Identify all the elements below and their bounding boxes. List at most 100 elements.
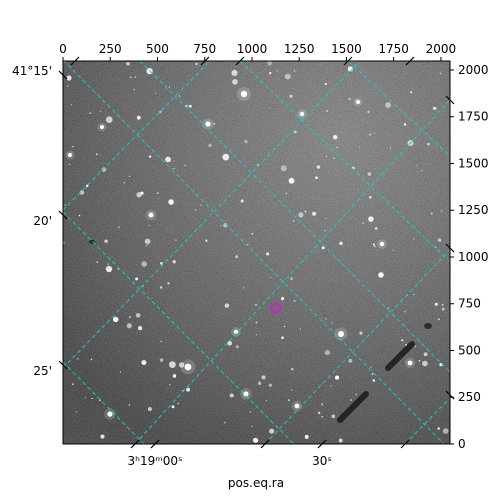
bright-star	[240, 90, 248, 98]
star	[148, 224, 150, 227]
star	[129, 316, 131, 318]
x-axis-title: pos.eq.ra	[228, 476, 284, 490]
star	[104, 239, 108, 243]
star	[367, 110, 370, 114]
star	[281, 297, 285, 301]
ra-tick-label: 3ʰ19ᵐ00ˢ	[128, 454, 183, 468]
star	[315, 176, 318, 180]
star	[254, 303, 258, 307]
star	[266, 252, 270, 256]
star	[77, 358, 79, 360]
star	[160, 262, 163, 265]
star	[177, 402, 180, 405]
star	[289, 94, 293, 98]
star	[324, 350, 330, 356]
star	[147, 406, 152, 412]
star	[325, 218, 327, 220]
star	[325, 109, 329, 113]
right-tick-label: 1250	[458, 203, 489, 217]
bright-star	[107, 411, 113, 417]
right-tick-label: 250	[458, 390, 481, 404]
star	[85, 397, 87, 399]
star	[325, 155, 328, 157]
star	[373, 132, 376, 134]
star	[251, 425, 253, 428]
star	[432, 106, 436, 110]
star	[437, 238, 442, 242]
bright-star	[184, 363, 192, 371]
grid-line	[404, 397, 450, 444]
star	[324, 229, 326, 232]
star	[441, 304, 444, 306]
star	[146, 244, 148, 247]
star	[168, 199, 174, 205]
star	[167, 282, 170, 285]
star	[321, 246, 325, 250]
star	[367, 172, 371, 176]
star	[172, 260, 176, 264]
top-tick-label: 750	[193, 42, 216, 56]
star	[438, 318, 440, 321]
star	[421, 169, 423, 172]
star	[410, 91, 413, 94]
star	[135, 312, 141, 318]
wcs-tick-mark	[58, 360, 68, 370]
grid-line	[139, 61, 450, 373]
star	[335, 375, 340, 380]
star	[321, 404, 323, 406]
bright-star	[294, 403, 300, 409]
star	[422, 360, 428, 367]
top-tick-label: 1250	[284, 42, 315, 56]
star	[165, 156, 171, 163]
right-tick-label: 1750	[458, 110, 489, 124]
star	[171, 405, 175, 409]
star	[70, 104, 72, 106]
star	[235, 345, 239, 349]
star	[144, 238, 151, 245]
star	[154, 92, 157, 94]
star	[255, 334, 257, 336]
star	[140, 191, 144, 195]
star	[105, 116, 113, 124]
star	[304, 210, 307, 213]
star	[232, 79, 238, 85]
top-tick-label: 500	[146, 42, 169, 56]
star	[96, 261, 99, 263]
star	[370, 366, 372, 368]
star	[293, 299, 296, 302]
coordinate-grid	[63, 61, 450, 444]
star	[372, 379, 376, 382]
right-tick-label: 2000	[458, 63, 489, 77]
star	[298, 212, 304, 218]
star	[418, 360, 421, 362]
star	[91, 397, 93, 400]
wcs-tick-mark	[130, 439, 140, 449]
star	[416, 164, 418, 166]
star	[288, 399, 290, 401]
wcs-tick-mark	[317, 439, 327, 449]
star	[141, 261, 148, 267]
star	[368, 216, 374, 222]
star	[269, 72, 272, 75]
dec-tick-label: 25'	[33, 364, 52, 378]
star	[369, 133, 372, 136]
star	[184, 164, 186, 167]
star	[290, 277, 293, 281]
star	[175, 239, 177, 241]
top-tick-label: 250	[99, 42, 122, 56]
star	[285, 192, 288, 195]
star	[387, 307, 389, 309]
bright-star	[205, 121, 211, 127]
star	[222, 153, 230, 161]
star-field	[63, 61, 449, 443]
satellite-streaks	[89, 240, 432, 423]
star	[348, 97, 351, 101]
star	[213, 122, 216, 125]
star	[169, 361, 176, 368]
wcs-tick-mark	[445, 95, 455, 105]
star	[188, 104, 192, 108]
star	[257, 381, 262, 385]
star	[413, 238, 415, 240]
star	[281, 336, 284, 340]
